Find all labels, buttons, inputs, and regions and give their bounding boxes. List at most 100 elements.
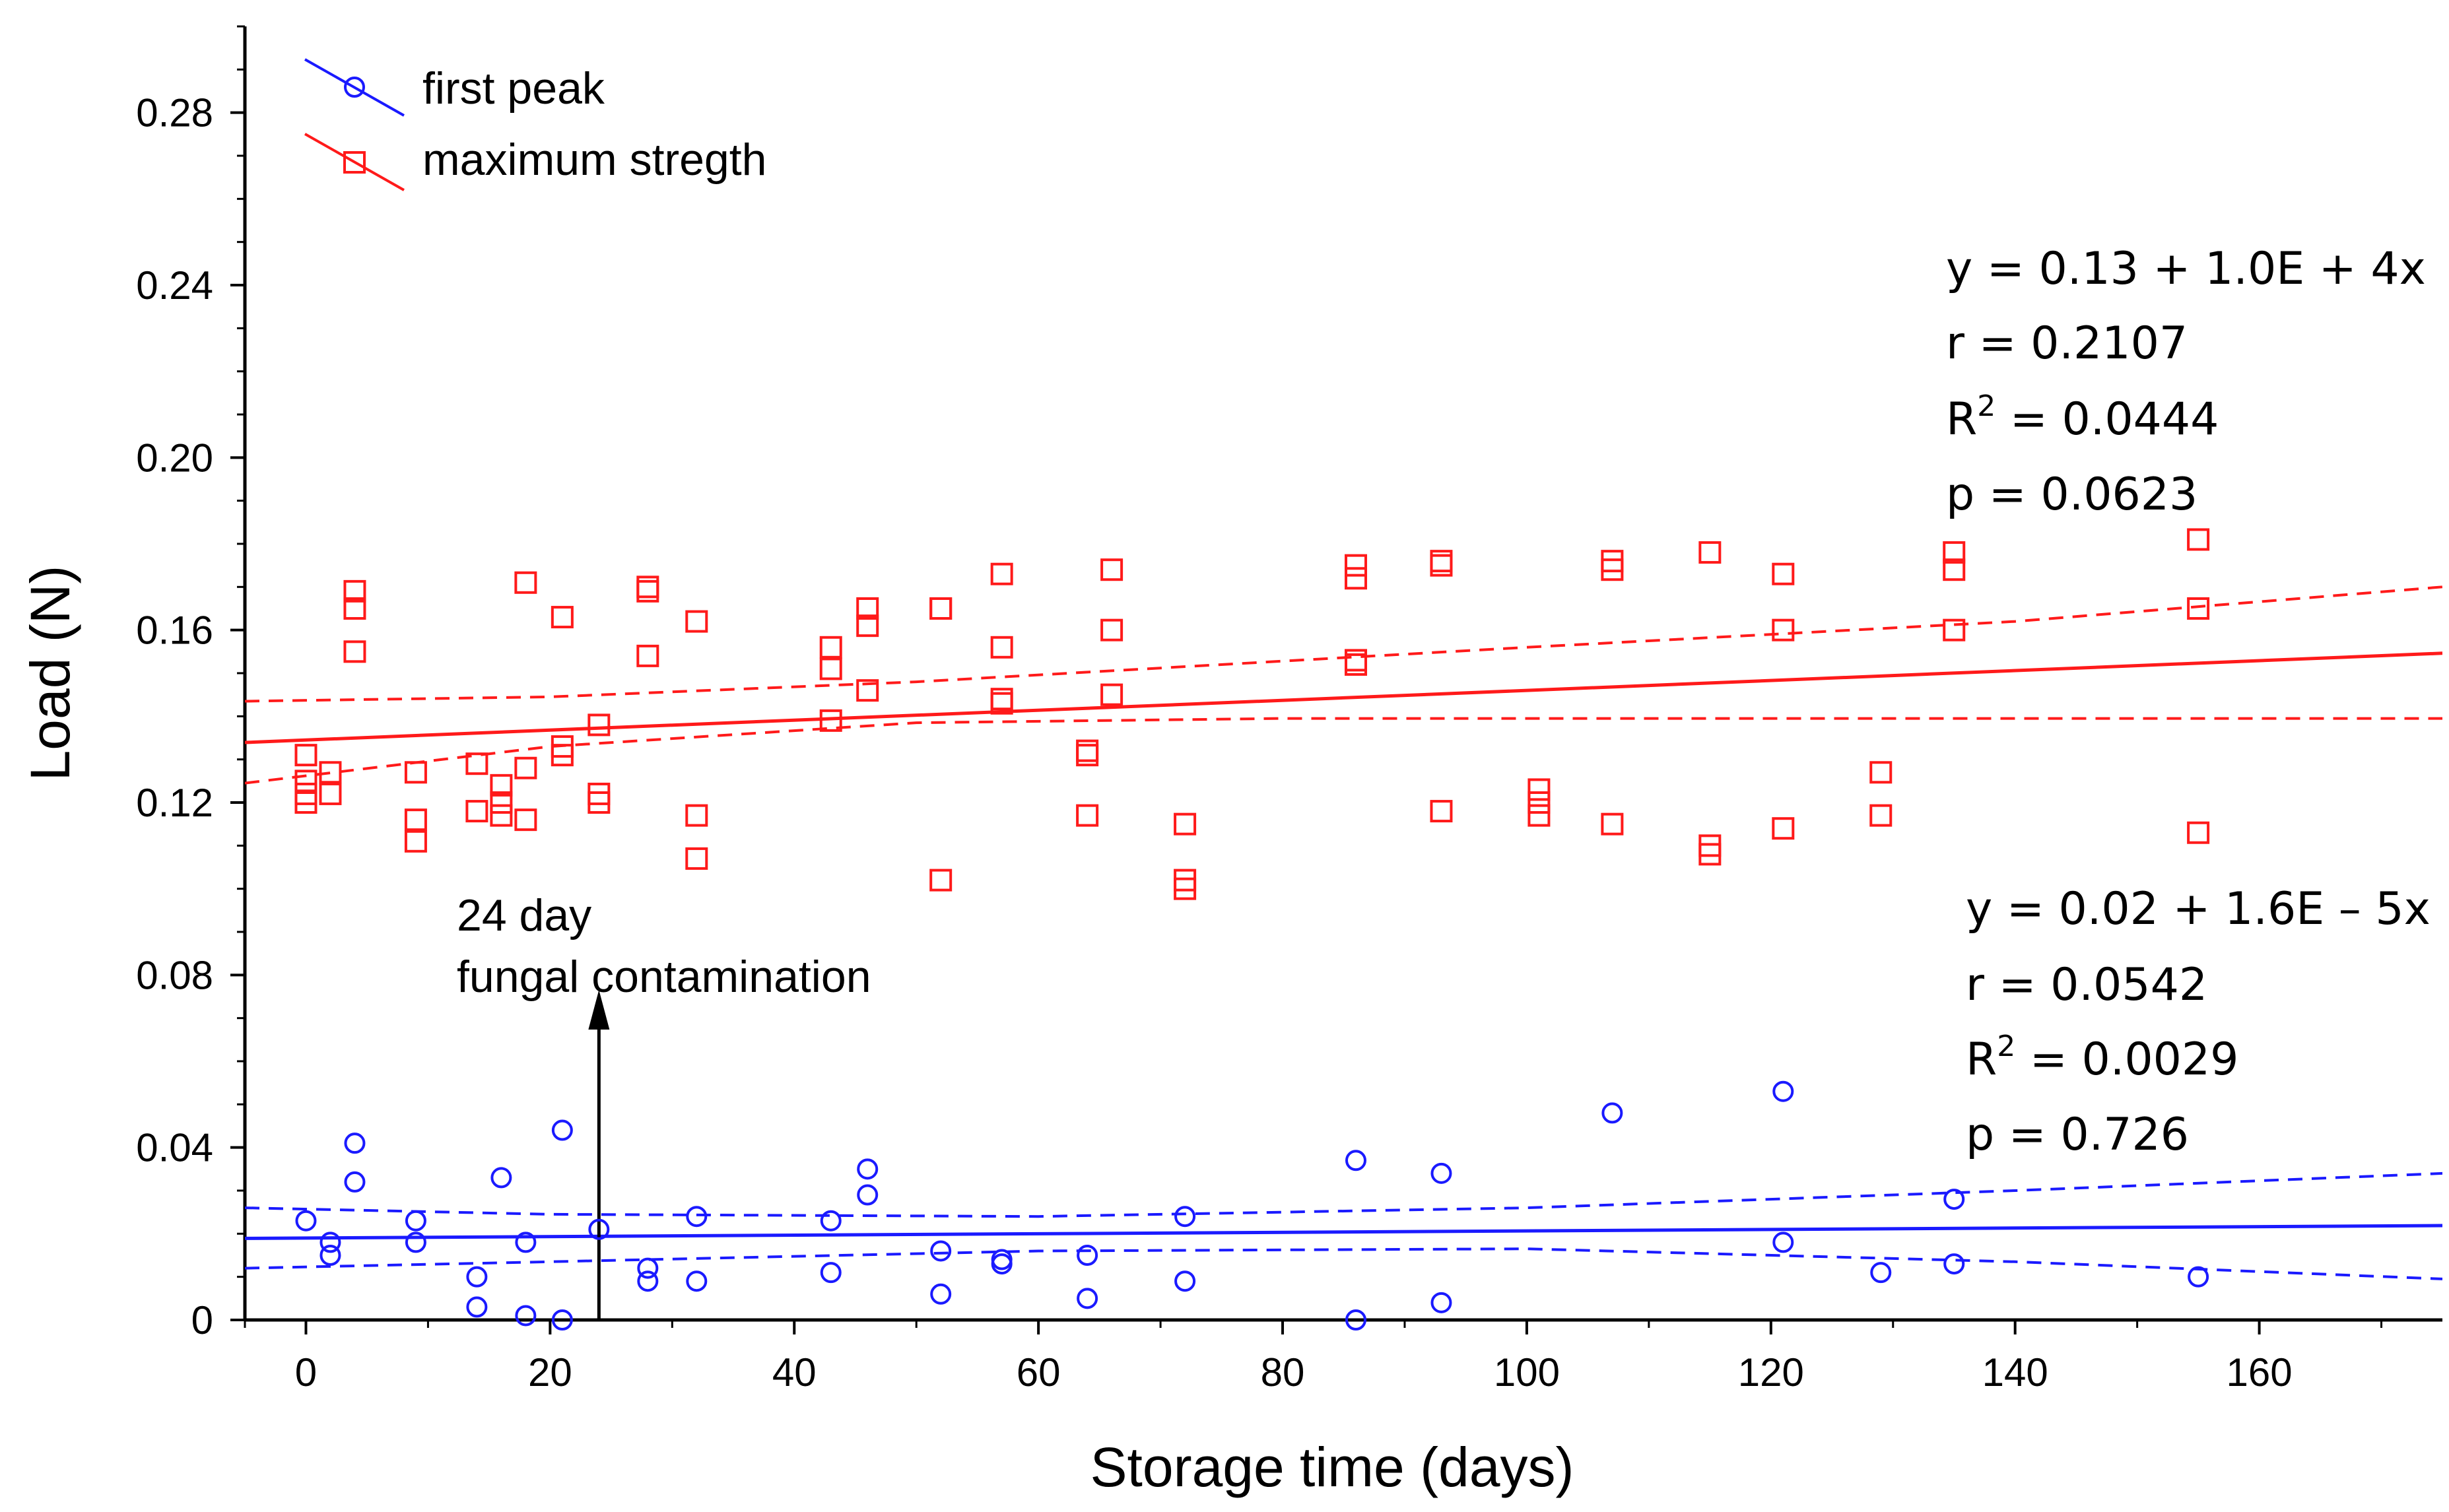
ci-upper-line [245,1171,2442,1218]
max-strength-point [1527,791,1551,814]
max-strength-point [685,804,708,827]
first-peak-point [1772,1232,1794,1253]
first-peak-point [1345,1150,1366,1171]
p-max-strength: p = 0.0623 [1946,469,2197,521]
x-tick-label: 100 [1494,1350,1560,1395]
first-peak-point [1943,1253,1965,1275]
legend-marker-max-strength [343,151,366,174]
legend-line-max-strength [304,133,405,191]
max-strength-point [1869,761,1893,784]
max-strength-point [1772,562,1795,585]
max-strength-point [404,761,427,784]
max-strength-point [490,791,513,814]
max-strength-point [1527,804,1551,827]
max-strength-point [1869,804,1893,827]
y-tick-label: 0.16 [136,608,213,653]
x-tick-label: 140 [1982,1350,2048,1395]
first-peak-point [1601,1102,1623,1124]
stats-first-peak: y = 0.02 + 1.6E – 5x r = 0.0542 R2 = 0.0… [1966,883,2431,1161]
x-tick-label: 120 [1738,1350,1804,1395]
legend-line-first-peak [304,58,405,117]
max-strength-point [490,773,513,797]
max-strength-point [551,606,574,629]
max-strength-point [856,614,879,638]
r-first-peak: r = 0.0542 [1966,959,2207,1011]
max-strength-point [1344,649,1367,672]
first-peak-point [405,1210,426,1232]
fit-line [245,1224,2442,1240]
equation-max-strength: y = 0.13 + 1.0E + 4x [1946,243,2426,295]
max-strength-point [294,791,318,814]
max-strength-point [1698,843,1722,866]
max-strength-point [294,770,318,793]
max-strength-point [1430,554,1453,577]
max-strength-point [1174,812,1197,836]
first-peak-point [319,1245,341,1266]
max-strength-point [1430,800,1453,823]
max-strength-point [2187,821,2210,844]
max-strength-point [2187,528,2210,551]
y-tick-label: 0.28 [136,91,213,135]
max-strength-point [1943,558,1966,581]
max-strength-point [404,808,427,832]
first-peak-point [637,1270,659,1292]
stats-max-strength: y = 0.13 + 1.0E + 4x r = 0.2107 R2 = 0.0… [1946,243,2426,521]
first-peak-point [319,1232,341,1253]
y-tick-label: 0.20 [136,436,213,480]
fit-line [245,651,2442,744]
max-strength-point [343,597,366,620]
max-strength-point [319,761,342,784]
max-strength-point [1601,558,1624,581]
max-strength-point [1943,618,1966,641]
first-peak-point [1870,1262,1892,1284]
max-strength-point [319,782,342,805]
first-peak-point [588,1218,610,1240]
max-strength-point [1100,618,1124,641]
annotation-line-2: fungal contamination [457,952,871,1002]
r-max-strength: r = 0.2107 [1946,317,2188,370]
max-strength-point [929,869,953,892]
x-tick-label: 60 [1017,1350,1061,1395]
first-peak-point [551,1309,573,1331]
max-strength-point [2187,597,2210,620]
first-peak-point [1077,1245,1098,1266]
ci-lower-line [245,1247,2442,1280]
max-strength-point [1772,618,1795,641]
legend: first peak maximum stregth [304,58,766,191]
max-strength-point [1100,558,1124,581]
first-peak-point [930,1240,952,1262]
r2-superscript: 2 [1977,389,1996,423]
first-peak-point [490,1167,512,1189]
y-tick-label: 0 [191,1298,213,1342]
first-peak-point [1430,1292,1452,1313]
max-strength-point [465,800,488,823]
max-strength-point [1076,739,1099,762]
first-peak-point [991,1253,1013,1275]
x-tick-label: 40 [772,1350,817,1395]
first-peak-point [991,1249,1013,1270]
first-peak-point [551,1119,573,1141]
max-strength-point [490,804,513,827]
x-tick-label: 20 [528,1350,572,1395]
max-strength-point [685,847,708,870]
first-peak-point [515,1305,537,1327]
first-peak-point [686,1206,708,1228]
first-peak-point [1077,1288,1098,1309]
max-strength-point [404,830,427,853]
first-peak-point [857,1184,879,1206]
max-strength-point [587,791,611,814]
max-strength-point [514,571,537,594]
max-strength-point [1100,683,1124,706]
x-tick-label: 80 [1261,1350,1305,1395]
max-strength-point [1772,817,1795,840]
x-axis-title: Storage time (days) [1090,1436,1574,1498]
r2-max-strength: R2 = 0.0444 [1946,389,2219,445]
max-strength-point [551,744,574,767]
first-peak-point [1174,1206,1196,1228]
max-strength-point [819,709,842,732]
ci-upper-line [245,585,2442,703]
max-strength-point [1527,778,1551,801]
r2-prefix: R [1966,1034,1997,1086]
ci-lower-line [245,717,2442,785]
max-strength-point [1344,554,1367,577]
